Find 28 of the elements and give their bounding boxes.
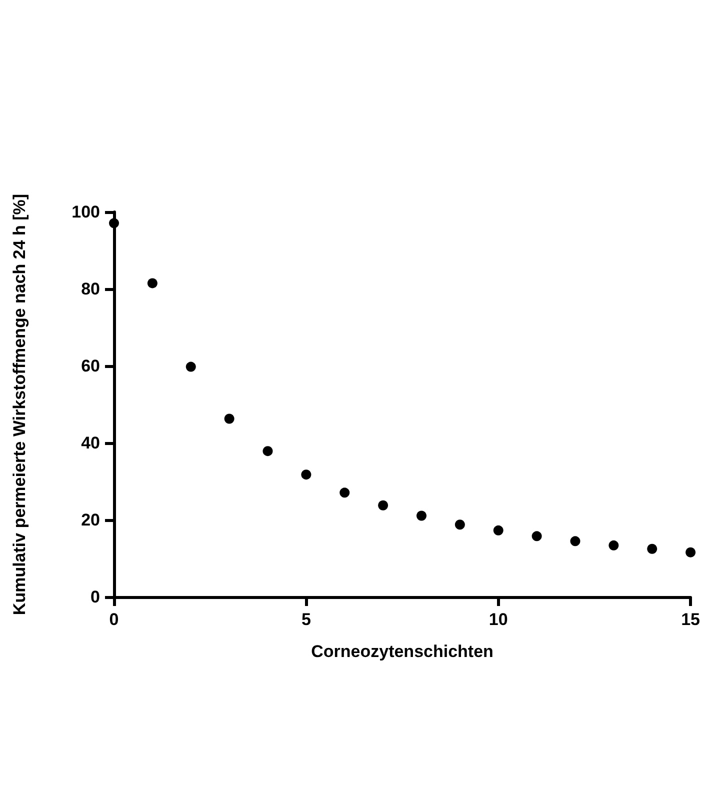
x-tick-label: 15 bbox=[681, 610, 700, 629]
y-tick-label: 100 bbox=[72, 202, 100, 222]
point bbox=[186, 362, 196, 372]
x-tick-label: 10 bbox=[488, 610, 508, 629]
x-axis-title: Corneozytenschichten bbox=[311, 642, 494, 661]
y-tick-label: 60 bbox=[81, 356, 100, 376]
point bbox=[686, 547, 696, 558]
point bbox=[493, 525, 504, 536]
point bbox=[147, 278, 158, 288]
y-tick-label: 20 bbox=[81, 510, 100, 530]
point bbox=[532, 531, 542, 542]
y-tick-label: 80 bbox=[81, 280, 100, 298]
y-tick-label: 0 bbox=[90, 588, 100, 606]
point bbox=[378, 500, 388, 510]
y-axis-title: Kumulativ permeierte Wirkstoffmenge nach 24 h [%] bbox=[10, 194, 29, 616]
x-tick-label: 5 bbox=[301, 610, 311, 629]
point bbox=[109, 218, 119, 228]
point bbox=[570, 536, 580, 546]
point bbox=[301, 470, 312, 480]
x-tick-label: 0 bbox=[109, 610, 119, 629]
point bbox=[454, 520, 465, 530]
point bbox=[647, 544, 658, 554]
point bbox=[224, 414, 234, 424]
point bbox=[262, 446, 273, 456]
point bbox=[416, 510, 426, 521]
point bbox=[340, 488, 350, 498]
point bbox=[608, 540, 619, 550]
y-tick-label: 40 bbox=[81, 434, 100, 452]
